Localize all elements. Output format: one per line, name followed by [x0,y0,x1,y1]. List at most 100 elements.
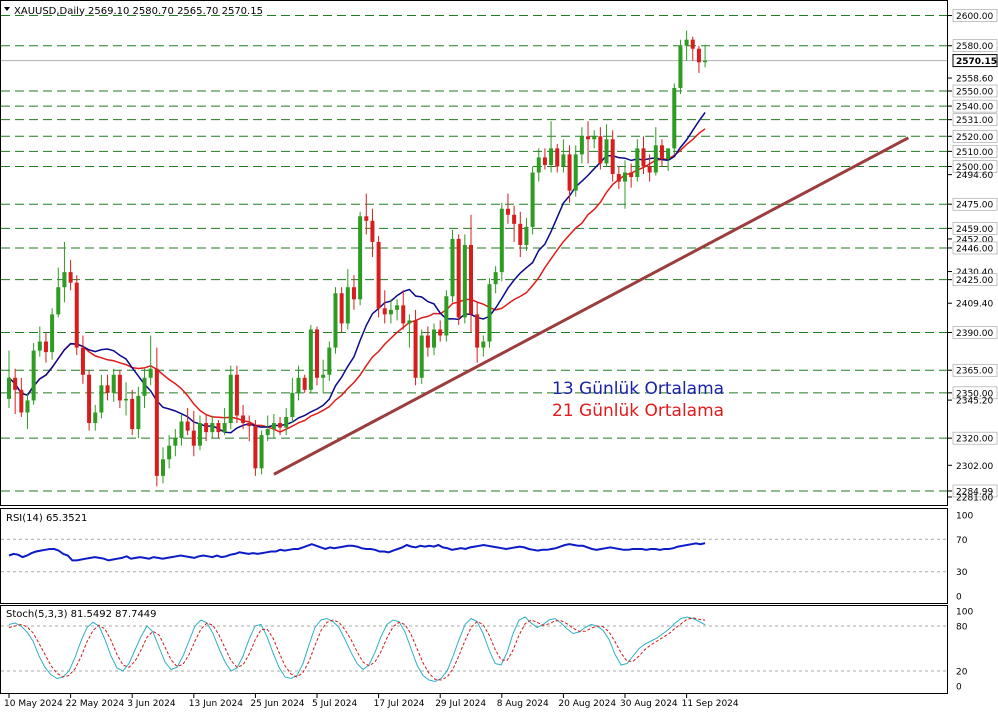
candle [259,430,264,475]
candle [13,368,18,414]
candle [616,166,621,190]
time-tick-label: 13 Jun 2024 [189,699,243,709]
stoch-tick-label: 0 [956,683,962,693]
candle-body [117,374,122,401]
candle [629,163,634,188]
candle-body [475,314,480,348]
candle [635,139,640,182]
candle [31,343,36,405]
candle-body [425,335,430,348]
time-tick-label: 22 May 2024 [66,699,125,709]
time-tick-label: 5 Jul 2024 [312,699,357,709]
price-tick-label: 2365.00 [956,367,993,377]
candle-body [536,157,541,173]
candle [358,211,363,306]
price-tick-label: 2409.40 [956,300,993,310]
candle-body [259,435,264,469]
price-tick-label: 2284.99 [956,487,993,497]
price-level-box [952,273,998,286]
candle-body [462,244,467,318]
candle-body [376,241,381,309]
candle [524,217,529,251]
time-tick-label: 3 Jun 2024 [127,699,176,709]
candle-body [222,423,227,433]
candle [333,287,338,354]
candle [696,45,701,73]
candle-body [567,154,572,191]
candle [351,275,356,310]
candle-body [542,157,547,165]
candle [204,413,209,442]
rsi-title: RSI(14) 65.3521 [6,513,87,524]
candle-body [401,305,406,324]
triangle-down-icon[interactable] [4,7,10,11]
price-level-box [952,84,998,98]
candle [62,241,67,303]
current-price-label: 2570.15 [956,57,997,67]
current-price-box [952,54,998,68]
candle-body [487,284,492,342]
candle [179,413,184,446]
candle-body [659,145,664,159]
chart-header: XAUUSD,Daily 2569.10 2580.70 2565.70 257… [4,6,263,17]
candle-body [672,87,677,149]
candle-body [505,208,510,215]
candle-body [456,238,461,318]
candle-body [31,350,36,401]
candle [703,44,708,68]
candle-body [185,421,190,431]
candle [653,127,658,176]
candle [161,447,165,484]
candle-body [586,136,591,140]
candle [222,407,227,436]
candle-body [271,423,276,430]
trendline-layer [273,136,910,476]
stoch-axis: 100 80 20 0 [956,608,973,693]
price-panel[interactable]: 2600.00 2580.00 2558.60 2550.00 2540.00 2531.… [0,0,998,506]
candle-body [481,341,486,348]
stoch-tick-label: 20 [956,668,968,678]
candle-body [80,347,85,375]
price-tick-label: 2350.00 [956,389,993,399]
stoch-panel[interactable]: Stoch(5,3,3) 81.5492 87.7449 100 80 20 0 [0,605,974,694]
candle-body [234,374,239,416]
time-tick-label: 30 Aug 2024 [620,699,678,709]
price-level-box [952,145,998,158]
price-panel-frame [0,0,948,506]
candle [487,278,492,348]
price-tick-label: 2531.00 [956,116,993,126]
price-level-box [952,241,998,255]
candle [43,332,48,363]
candle-body [530,172,535,227]
stoch-d-line [8,617,706,681]
time-tick-label: 10 May 2024 [4,699,63,709]
candle-body [87,374,92,424]
candle [549,121,554,173]
candle-body [690,39,695,49]
candle [87,370,92,431]
rsi-panel[interactable]: RSI(14) 65.3521 100 70 30 0 [0,508,974,604]
candle [68,260,73,291]
candle-body [247,423,252,427]
candle-body [50,314,55,353]
price-tick-label: 2510.00 [956,148,993,158]
candle-body [13,377,18,390]
candle-body [469,244,473,315]
candle [117,370,122,408]
candle [216,420,221,439]
candle [284,407,289,436]
candle-body [610,139,615,175]
candle-body [499,208,504,273]
candle [647,154,652,182]
price-level-box [952,9,998,22]
candle-body [413,320,418,378]
rsi-tick-label: 30 [956,568,968,578]
candle-body [666,148,671,159]
candle [395,299,400,321]
price-level-box [952,130,998,143]
candle [25,392,30,430]
price-tick-label: 2452.00 [956,235,993,245]
candle [610,130,615,182]
candle-body [684,39,689,46]
